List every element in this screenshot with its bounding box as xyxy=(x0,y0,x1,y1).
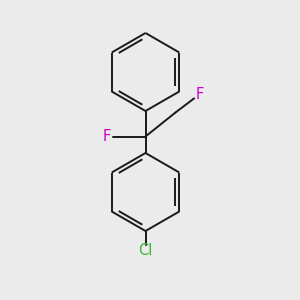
Text: F: F xyxy=(102,129,111,144)
Text: F: F xyxy=(195,87,204,102)
Text: Cl: Cl xyxy=(138,243,153,258)
